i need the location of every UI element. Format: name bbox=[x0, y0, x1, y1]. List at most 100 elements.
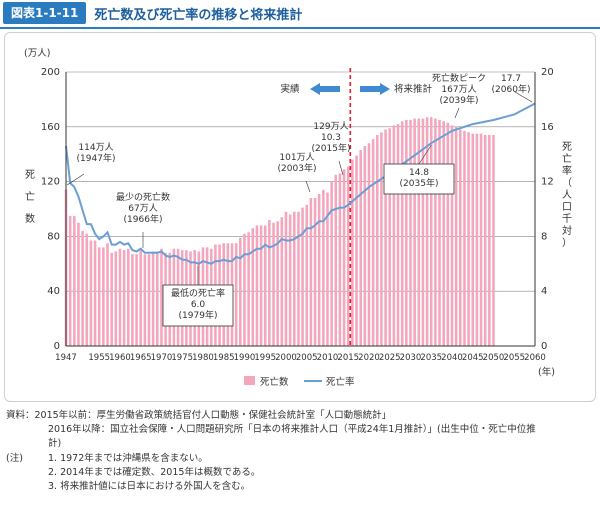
y-left-unit: (万人) bbox=[24, 48, 50, 59]
x-tick-label: 1980 bbox=[192, 353, 214, 363]
actual-arrow bbox=[310, 83, 340, 95]
bar bbox=[305, 204, 309, 346]
bar bbox=[434, 118, 437, 346]
x-tick-label: 2050 bbox=[483, 353, 505, 363]
annotation-leader bbox=[338, 160, 344, 176]
x-tick-label: 2040 bbox=[441, 353, 463, 363]
bar bbox=[135, 254, 138, 346]
x-tick-label: 2020 bbox=[358, 353, 380, 363]
bar bbox=[73, 215, 76, 346]
bar bbox=[97, 247, 101, 346]
bar bbox=[380, 132, 383, 346]
annotation-label: 101万人(2003年) bbox=[278, 152, 317, 174]
bar bbox=[272, 222, 275, 346]
bar bbox=[446, 122, 450, 346]
bar bbox=[68, 215, 72, 346]
bar bbox=[143, 254, 147, 346]
annotation-leader bbox=[418, 145, 432, 165]
bar bbox=[409, 119, 412, 346]
bar bbox=[438, 119, 441, 346]
bar bbox=[239, 237, 242, 346]
y-left-tick-label: 40 bbox=[47, 286, 60, 297]
x-tick-label: 2025 bbox=[379, 353, 401, 363]
bar bbox=[367, 143, 371, 346]
y-left-tick-label: 200 bbox=[41, 67, 60, 78]
bar bbox=[284, 211, 288, 346]
source-line-1: 資料：2015年以前：厚生労働省政策統括官付人口動態・保健社会統計室「人口動態統… bbox=[6, 410, 392, 421]
bar bbox=[122, 250, 126, 346]
bar bbox=[301, 207, 304, 346]
x-tick-label: 1970 bbox=[151, 353, 173, 363]
bar bbox=[338, 173, 342, 346]
bar bbox=[263, 225, 267, 346]
bar bbox=[268, 219, 271, 346]
annotation-label: 129万人 10.3 (2015年) bbox=[312, 121, 351, 154]
bar bbox=[110, 252, 113, 346]
bar bbox=[126, 248, 130, 346]
y-right-tick-label: 20 bbox=[541, 67, 554, 78]
bar bbox=[139, 250, 142, 346]
bar bbox=[488, 135, 491, 346]
bar bbox=[355, 155, 358, 346]
bar bbox=[459, 129, 462, 346]
bars-group bbox=[64, 117, 495, 347]
bar bbox=[93, 240, 97, 346]
legend-line-label: 死亡率 bbox=[326, 376, 355, 388]
bar bbox=[475, 133, 479, 346]
x-tick-label: 2005 bbox=[296, 353, 318, 363]
note-1: 1. 1972年までは沖縄県を含まない。 bbox=[48, 453, 208, 464]
figure-number-badge: 図表1-1-11 bbox=[3, 2, 87, 24]
y-right-tick-label: 8 bbox=[541, 231, 547, 242]
bar bbox=[479, 133, 483, 346]
x-tick-label: 2060 bbox=[524, 353, 546, 363]
bar bbox=[417, 118, 421, 346]
x-tick-label: 1975 bbox=[171, 353, 193, 363]
y-right-tick-label: 0 bbox=[541, 341, 547, 352]
legend-bar-label: 死亡数 bbox=[260, 376, 289, 388]
bar bbox=[363, 145, 367, 346]
annotation-label: 114万人(1947年) bbox=[77, 142, 116, 164]
annotation-leader bbox=[66, 173, 85, 186]
y-left-tick-label: 80 bbox=[47, 231, 60, 242]
bar bbox=[346, 166, 350, 346]
bar bbox=[322, 189, 325, 346]
forecast-label: 将来推計 bbox=[394, 83, 433, 95]
bar bbox=[234, 243, 238, 346]
forecast-arrow bbox=[360, 83, 390, 95]
bar bbox=[454, 126, 458, 346]
figure-title: 死亡数及び死亡率の推移と将来推計 bbox=[94, 7, 303, 23]
note-3: 3. 将来推計値には日本における外国人を含む。 bbox=[48, 481, 251, 492]
bar bbox=[147, 254, 151, 346]
bar bbox=[151, 251, 155, 346]
x-tick-label: 2010 bbox=[317, 353, 339, 363]
x-tick-label: 1955 bbox=[88, 353, 110, 363]
bar bbox=[313, 198, 317, 346]
y-right-tick-label: 12 bbox=[541, 177, 554, 188]
bar bbox=[375, 135, 379, 346]
bar bbox=[492, 135, 495, 346]
bar bbox=[421, 118, 425, 346]
bar bbox=[396, 124, 400, 346]
y-left-label: 死亡数 bbox=[25, 170, 35, 225]
x-tick-label: 1965 bbox=[130, 353, 152, 363]
annotation-leader bbox=[454, 107, 460, 119]
bar bbox=[251, 228, 255, 346]
bar bbox=[297, 211, 300, 346]
bar bbox=[247, 232, 250, 346]
x-tick-label: 2015 bbox=[337, 353, 359, 363]
bar bbox=[342, 169, 346, 346]
annotation-box bbox=[383, 163, 455, 195]
bar bbox=[351, 159, 354, 346]
title-underline bbox=[0, 27, 600, 29]
bar bbox=[276, 221, 279, 346]
bar bbox=[400, 121, 404, 346]
bar bbox=[467, 132, 470, 346]
source-line-3: 計) bbox=[48, 438, 62, 449]
death-rate-line bbox=[65, 102, 536, 265]
annotation-label: 死亡数ピーク 167万人(2039年) bbox=[432, 72, 486, 106]
bar bbox=[292, 211, 296, 346]
bar bbox=[85, 233, 89, 346]
annotation-leader bbox=[305, 180, 311, 193]
bar bbox=[118, 248, 122, 346]
